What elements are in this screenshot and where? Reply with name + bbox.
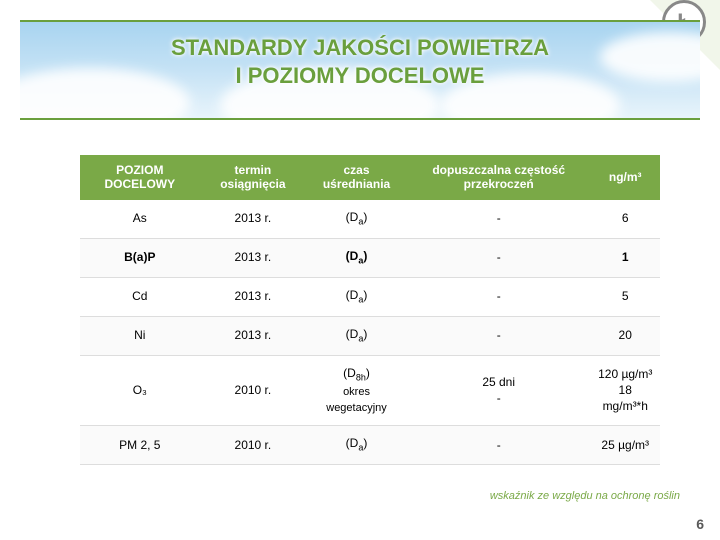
cell-val: 6 [590,200,660,239]
cell-val: 120 µg/m³18 mg/m³*h [590,356,660,426]
header-freq: dopuszczalna częstość przekroczeń [407,155,591,200]
cell-term: 2010 r. [200,356,307,426]
table-row: B(a)P2013 r.(Da)-1 [80,238,660,277]
cell-term: 2010 r. [200,426,307,465]
cell-avg: (Da) [306,238,407,277]
cell-avg: (D8h)okres wegetacyjny [306,356,407,426]
page-number: 6 [696,516,704,532]
cell-avg: (Da) [306,277,407,316]
cell-val: 5 [590,277,660,316]
table-row: PM 2, 52010 r.(Da)-25 µg/m³ [80,426,660,465]
cell-term: 2013 r. [200,277,307,316]
table-row: Cd2013 r.(Da)-5 [80,277,660,316]
header-level: POZIOM DOCELOWY [80,155,200,200]
header-unit: ng/m³ [590,155,660,200]
cell-level: PM 2, 5 [80,426,200,465]
cell-val: 25 µg/m³ [590,426,660,465]
cell-avg: (Da) [306,317,407,356]
table-row: Ni2013 r.(Da)-20 [80,317,660,356]
cell-freq: - [407,200,591,239]
header-avg: czas uśredniania [306,155,407,200]
cell-freq: - [407,317,591,356]
table-row: As2013 r.(Da)-6 [80,200,660,239]
cell-term: 2013 r. [200,317,307,356]
cell-val: 20 [590,317,660,356]
title-line2: I POZIOMY DOCELOWE [20,62,700,90]
cell-level: O₃ [80,356,200,426]
cell-level: B(a)P [80,238,200,277]
cell-freq: - [407,238,591,277]
sky-banner: STANDARDY JAKOŚCI POWIETRZA I POZIOMY DO… [20,20,700,120]
header-term: termin osiągnięcia [200,155,307,200]
table-row: O₃2010 r.(D8h)okres wegetacyjny25 dni-12… [80,356,660,426]
cell-val: 1 [590,238,660,277]
cell-level: Cd [80,277,200,316]
cell-level: Ni [80,317,200,356]
cell-freq: 25 dni- [407,356,591,426]
table-header-row: POZIOM DOCELOWY termin osiągnięcia czas … [80,155,660,200]
cell-term: 2013 r. [200,200,307,239]
title-line1: STANDARDY JAKOŚCI POWIETRZA [20,34,700,62]
cell-level: As [80,200,200,239]
footnote: wskaźnik ze względu na ochronę roślin [490,490,680,502]
cell-avg: (Da) [306,426,407,465]
cell-term: 2013 r. [200,238,307,277]
data-table: POZIOM DOCELOWY termin osiągnięcia czas … [80,155,660,465]
cell-freq: - [407,426,591,465]
cell-avg: (Da) [306,200,407,239]
cell-freq: - [407,277,591,316]
page-title: STANDARDY JAKOŚCI POWIETRZA I POZIOMY DO… [20,34,700,89]
